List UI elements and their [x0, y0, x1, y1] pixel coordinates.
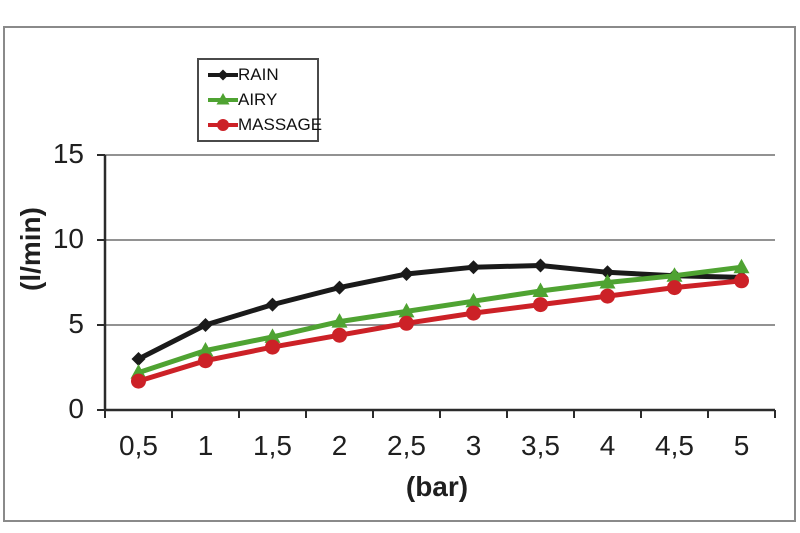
- diamond-marker: [466, 260, 481, 275]
- circle-marker: [198, 353, 213, 369]
- legend-diamond-marker-icon: [208, 69, 238, 81]
- series-massage: [131, 273, 749, 389]
- x-tick-labels: 0,5 1 1,5 2 2,5 3 3,5 4 4,5 5: [119, 430, 749, 461]
- x-tick-label: 1: [198, 430, 214, 461]
- x-tick-label: 4: [600, 430, 616, 461]
- diamond-marker: [600, 265, 615, 280]
- circle-marker: [600, 288, 615, 304]
- series-line: [137, 278, 742, 384]
- y-axis-title: (l/min): [15, 207, 46, 291]
- legend-item-rain: RAIN: [208, 62, 315, 87]
- circle-marker: [217, 119, 229, 132]
- triangle-marker: [532, 282, 549, 297]
- circle-marker: [734, 273, 749, 289]
- diamond-marker: [399, 267, 414, 281]
- chart-legend: RAIN AIRY MASSAGE: [197, 58, 322, 142]
- x-tick-label: 0,5: [119, 430, 158, 461]
- legend-circle-marker-icon: [208, 119, 238, 132]
- series-line: [137, 262, 742, 362]
- x-tick-label: 4,5: [655, 430, 694, 461]
- diamond-marker: [217, 69, 229, 81]
- y-tick-labels: 0 5 10 15: [53, 138, 84, 424]
- x-tick-label: 2: [332, 430, 348, 461]
- triangle-marker: [216, 93, 230, 105]
- x-tick-label: 3: [466, 430, 482, 461]
- triangle-marker: [398, 302, 415, 318]
- legend-label-airy: AIRY: [238, 90, 278, 109]
- circle-marker: [332, 327, 347, 343]
- diamond-marker: [533, 258, 548, 273]
- y-tick-label: 0: [68, 393, 84, 424]
- y-tick-label: 10: [53, 223, 84, 254]
- circle-marker: [466, 305, 481, 321]
- series-line: [137, 264, 742, 375]
- x-tick-label: 5: [734, 430, 750, 461]
- diamond-marker: [131, 352, 146, 366]
- x-tick-label: 1,5: [253, 430, 292, 461]
- circle-marker: [667, 280, 682, 296]
- diamond-marker: [265, 297, 280, 312]
- circle-marker: [131, 373, 146, 389]
- diamond-marker: [332, 280, 347, 295]
- triangle-marker: [666, 267, 683, 282]
- triangle-marker: [733, 258, 750, 274]
- triangle-marker: [197, 342, 214, 357]
- x-axis-title: (bar): [405, 471, 469, 502]
- triangle-marker: [465, 292, 482, 308]
- triangle-marker: [599, 274, 616, 289]
- x-tick-label: 2,5: [387, 430, 426, 461]
- x-tick-label: 3,5: [521, 430, 560, 461]
- circle-marker: [533, 297, 548, 313]
- legend-item-airy: AIRY: [208, 88, 315, 113]
- y-tick-label: 5: [68, 308, 84, 339]
- circle-marker: [265, 339, 280, 355]
- legend-triangle-marker-icon: [208, 93, 238, 105]
- series-airy: [130, 258, 750, 379]
- y-tick-label: 15: [53, 138, 84, 169]
- diamond-marker: [198, 318, 213, 332]
- triangle-marker: [264, 328, 281, 343]
- legend-label-massage: MASSAGE: [238, 115, 323, 135]
- gridlines: [105, 154, 775, 326]
- axis-ticks: [97, 154, 776, 418]
- series-rain: [131, 258, 749, 366]
- circle-marker: [399, 315, 414, 331]
- legend-label-rain: RAIN: [238, 64, 279, 84]
- legend-item-massage: MASSAGE: [208, 113, 322, 138]
- triangle-marker: [331, 313, 348, 328]
